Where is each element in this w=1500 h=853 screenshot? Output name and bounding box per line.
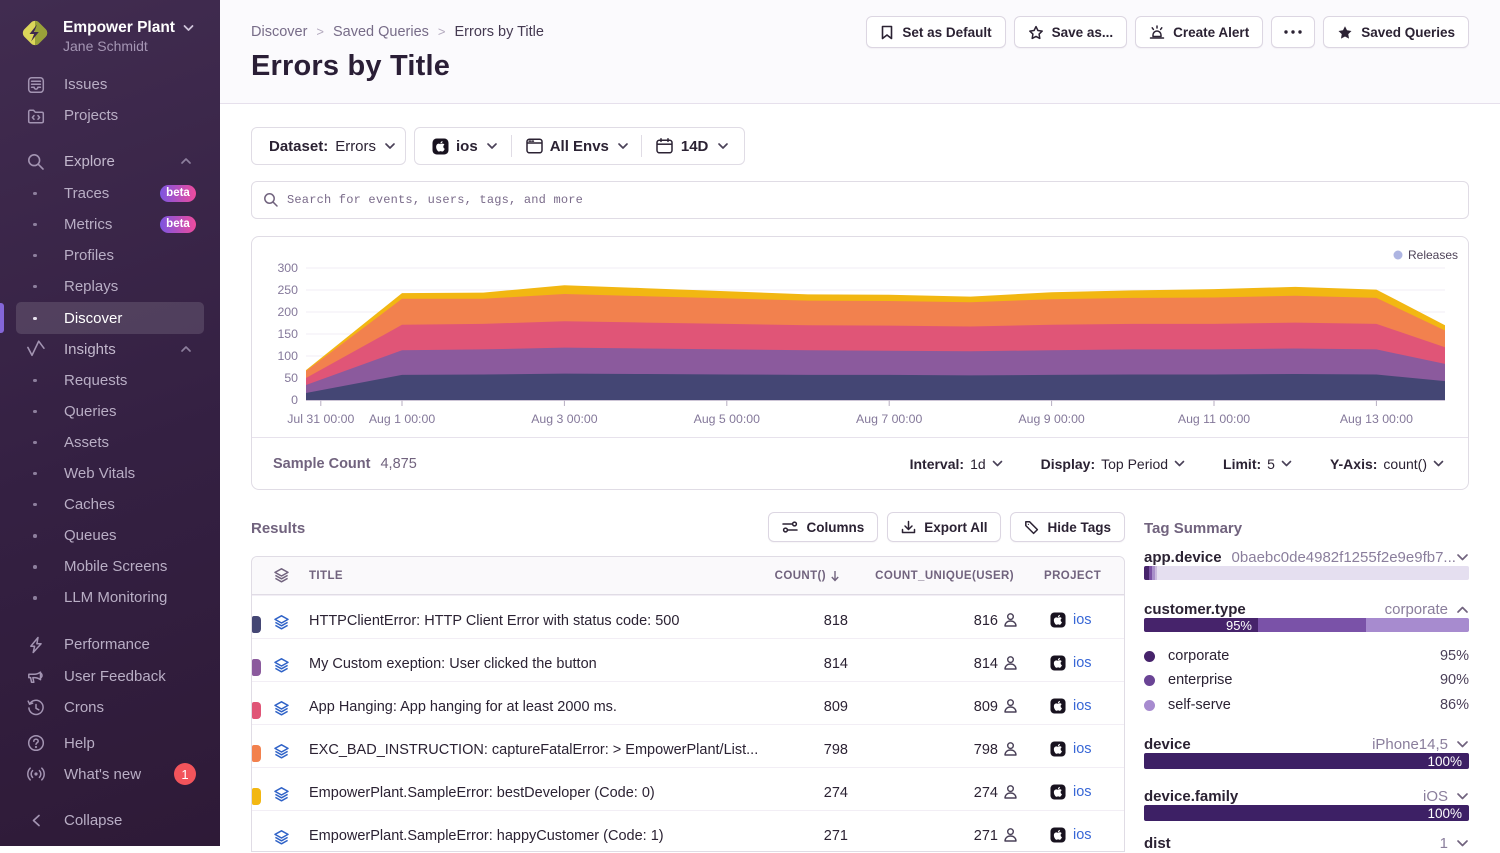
svg-text:Aug 5 00:00: Aug 5 00:00: [694, 412, 760, 426]
svg-text:200: 200: [277, 305, 298, 319]
svg-text:Jul 31 00:00: Jul 31 00:00: [287, 412, 354, 426]
svg-text:0: 0: [291, 393, 298, 407]
svg-text:150: 150: [277, 327, 298, 341]
svg-text:100: 100: [277, 349, 298, 363]
svg-text:Aug 3 00:00: Aug 3 00:00: [531, 412, 597, 426]
svg-text:300: 300: [277, 261, 298, 275]
svg-text:Aug 7 00:00: Aug 7 00:00: [856, 412, 922, 426]
svg-text:Aug 9 00:00: Aug 9 00:00: [1018, 412, 1084, 426]
svg-text:50: 50: [284, 371, 298, 385]
svg-text:Releases: Releases: [1408, 248, 1458, 262]
svg-text:Aug 11 00:00: Aug 11 00:00: [1178, 412, 1250, 426]
svg-text:Aug 1 00:00: Aug 1 00:00: [369, 412, 435, 426]
svg-text:250: 250: [277, 283, 298, 297]
svg-text:Aug 13 00:00: Aug 13 00:00: [1340, 412, 1413, 426]
